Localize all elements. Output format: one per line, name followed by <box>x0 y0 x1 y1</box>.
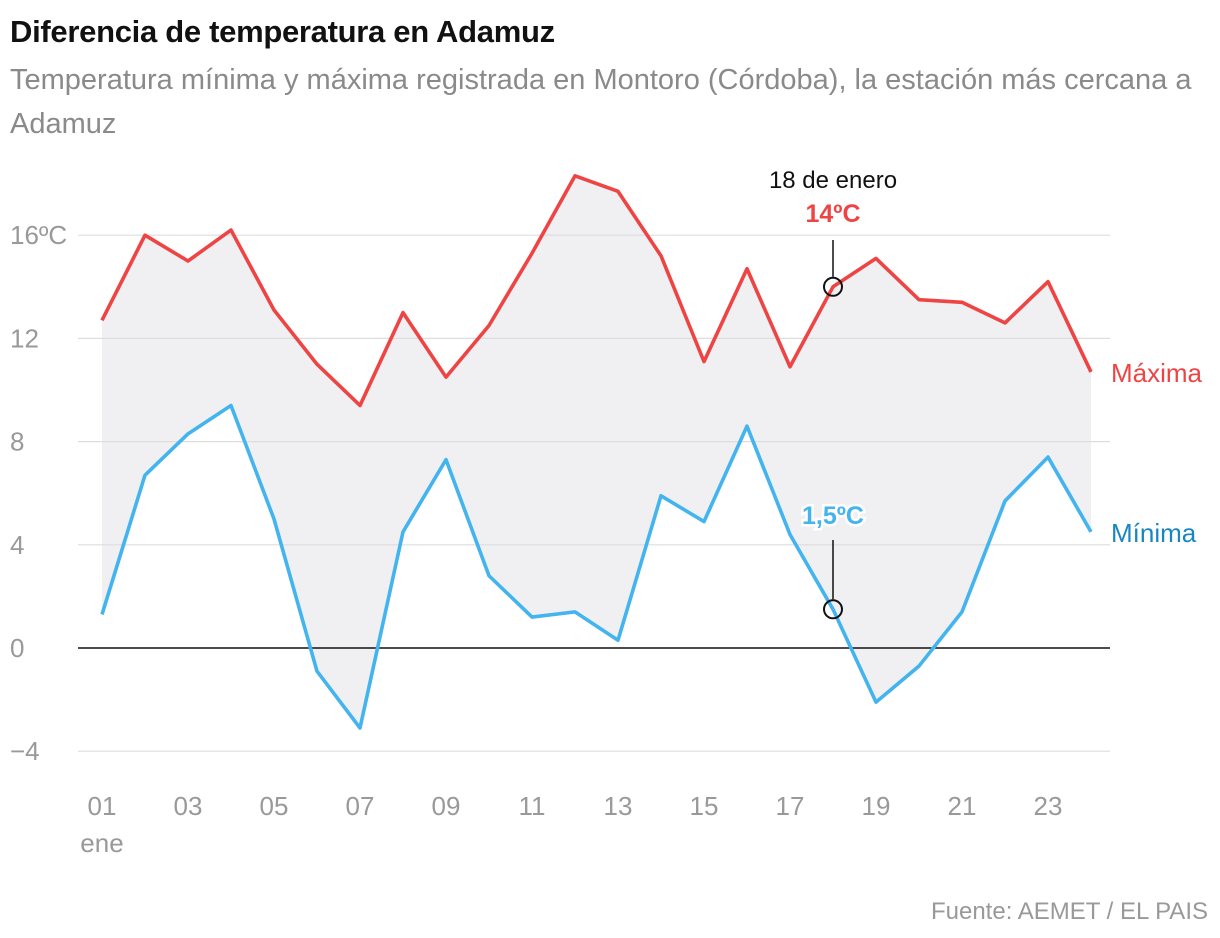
chart-title: Diferencia de temperatura en Adamuz <box>10 14 555 49</box>
annotation-min-value: 1,5ºC <box>802 502 864 530</box>
series-line-maxima <box>100 174 1093 408</box>
series-line-minima <box>100 403 1093 730</box>
x-tick-label: 23 <box>1034 791 1063 821</box>
series-label-maxima: Máxima <box>1111 358 1203 388</box>
annotation-max-marker <box>823 276 843 297</box>
x-month-label: ene <box>80 828 123 858</box>
x-tick-label: 01 <box>88 791 117 821</box>
chart-subtitle: Temperatura mínima y máxima registrada e… <box>10 64 1192 140</box>
annotation-min-marker <box>823 599 843 620</box>
x-tick-label: 13 <box>604 791 633 821</box>
y-tick-label: 4 <box>10 530 24 560</box>
x-tick-label: 11 <box>519 791 546 821</box>
source-note: Fuente: AEMET / EL PAIS <box>930 898 1208 925</box>
y-tick-label: 8 <box>10 427 24 457</box>
range-band <box>102 175 1091 728</box>
y-tick-label: 0 <box>10 633 24 663</box>
x-tick-label: 17 <box>776 791 805 821</box>
x-tick-label: 09 <box>432 791 461 821</box>
annotation-date: 18 de enero <box>769 167 897 194</box>
x-tick-label: 07 <box>346 791 375 821</box>
annotation-max-value: 14ºC <box>806 200 861 228</box>
x-tick-label: 05 <box>260 791 289 821</box>
x-tick-label: 03 <box>174 791 203 821</box>
y-tick-label: −4 <box>10 736 40 766</box>
y-tick-label: 12 <box>10 323 39 353</box>
y-tick-label: 16ºC <box>10 220 67 250</box>
x-tick-label: 21 <box>948 791 977 821</box>
series-label-minima: Mínima <box>1111 518 1197 548</box>
x-tick-label: 15 <box>690 791 719 821</box>
x-tick-label: 19 <box>862 791 891 821</box>
